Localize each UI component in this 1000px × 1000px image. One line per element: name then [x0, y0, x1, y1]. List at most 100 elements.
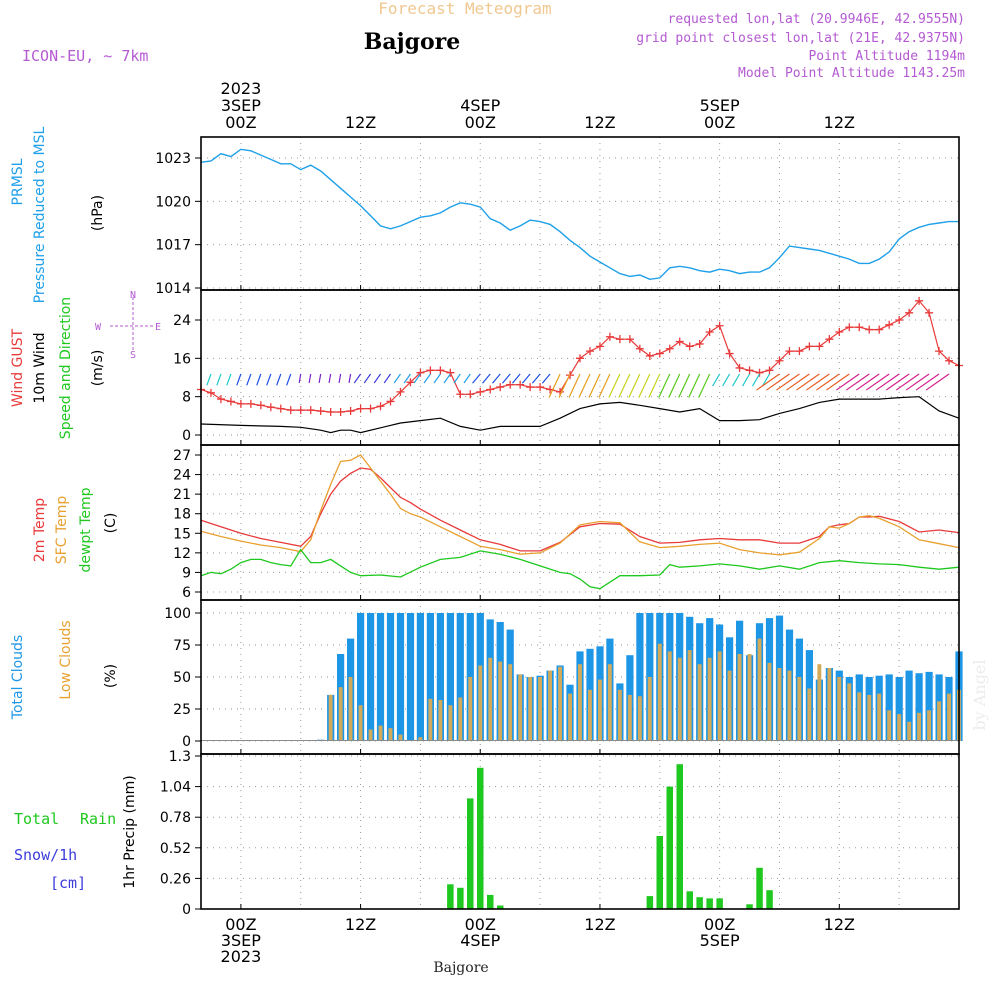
gust-point-marker [695, 339, 704, 348]
compass-s: S [130, 350, 136, 361]
gust-point-marker [765, 366, 774, 375]
gust-point-marker [286, 406, 295, 415]
low-clouds-bar [458, 697, 463, 741]
pressure-series-line [200, 148, 959, 281]
gust-point-marker [206, 388, 215, 397]
wind-direction-arrow [443, 373, 451, 384]
time-label-top: 3SEP [221, 96, 261, 115]
pressure-ytick-label: 1017 [155, 238, 191, 254]
temp2m-label: 2m Temp [32, 498, 48, 562]
gust-point-marker [615, 335, 624, 344]
low-clouds-bar [897, 714, 902, 741]
wind-direction-arrow [638, 373, 651, 398]
gust-point-marker [775, 356, 784, 365]
low-clouds-bar [368, 729, 373, 741]
gust-point-marker [486, 385, 495, 394]
precip-panel-labels: Total Rain Snow/1h [cm] 1hr Precip (mm) [14, 775, 138, 892]
wind-direction-arrow [618, 373, 631, 398]
low-clouds-bar [647, 677, 652, 741]
rain-bar [686, 891, 693, 909]
rain-bar [467, 798, 474, 909]
rain-bar [706, 898, 713, 909]
wind-direction-arrow [712, 373, 721, 387]
wind-direction-arrow [541, 373, 551, 384]
low-clouds-bar [737, 654, 742, 741]
watermark: by Angel [970, 659, 989, 730]
gust-point-marker [326, 408, 335, 416]
temperature-ytick-label: 15 [173, 526, 191, 542]
low-clouds-bar [687, 650, 692, 741]
rain-bar [497, 905, 504, 909]
low-clouds-bar [857, 692, 862, 741]
gust-point-marker [526, 383, 535, 392]
low-clouds-bar [907, 721, 912, 741]
gust-point-marker [366, 404, 375, 413]
wind-direction-arrow [383, 373, 391, 384]
gust-label: Wind GUST [10, 328, 26, 407]
wind-direction-arrow [308, 373, 312, 383]
wind-direction-arrow [338, 373, 342, 383]
low-clouds-bar [757, 638, 762, 741]
rain-label: Rain [80, 810, 116, 828]
pressure-ytick-label: 1020 [155, 194, 191, 210]
clouds-ytick-label: 0 [182, 734, 191, 750]
wind-direction-arrow [246, 373, 252, 386]
low-clouds-bar [877, 693, 882, 741]
gust-point-marker [895, 316, 904, 324]
gust-point-marker [376, 402, 385, 411]
low-clouds-bar [518, 674, 523, 741]
location-title: Bajgore [364, 29, 460, 55]
gust-point-marker [875, 325, 884, 334]
low-clouds-bar [418, 737, 423, 741]
gust-point-marker [945, 356, 954, 365]
compass-n: N [130, 290, 136, 301]
wind-direction-arrow [502, 373, 511, 384]
wind-direction-arrow [206, 373, 212, 386]
sfc-temp-label: SFC Temp [54, 496, 70, 565]
low-clouds-bar [598, 679, 602, 741]
wind-direction-arrow [905, 373, 930, 391]
gust-point-marker [885, 320, 894, 329]
rain-bar [487, 894, 494, 909]
pressure-label-short: PRMSL [10, 158, 26, 205]
precip-ytick-label: 0.52 [160, 841, 191, 857]
low-clouds-bar [388, 728, 393, 741]
wind-direction-arrow [865, 373, 890, 391]
gust-point-marker [735, 363, 744, 372]
wind-panel-labels: Wind GUST 10m Wind Speed and Direction (… [10, 290, 161, 439]
rain-bar [666, 786, 673, 909]
pressure-unit: (hPa) [90, 195, 106, 231]
low-clouds-bar [927, 710, 931, 741]
gust-point-marker [466, 390, 475, 399]
dewpt-label: dewpt Temp [78, 487, 94, 572]
gust-point-marker [785, 347, 794, 356]
sfc-temp-series-line [200, 454, 960, 556]
gust-point-marker [635, 344, 644, 353]
gust-point-marker [346, 407, 355, 416]
gust-point-marker [675, 337, 684, 346]
low-clouds-bar [568, 693, 572, 741]
clouds-panel-labels: Total Clouds Low Clouds (%) [10, 620, 119, 720]
pressure-panel-labels: PRMSL Pressure Reduced to MSL (hPa) [10, 126, 106, 303]
gust-point-marker [476, 387, 485, 396]
low-clouds-bar [498, 661, 503, 741]
gust-point-marker [665, 344, 674, 353]
time-label-top: 12Z [584, 113, 615, 132]
pressure-frame [200, 136, 960, 291]
time-label-bottom: 00Z [225, 915, 256, 934]
time-label-bottom: 3SEP [221, 931, 261, 950]
time-label-top: 00Z [704, 113, 735, 132]
time-label-top: 12Z [345, 113, 376, 132]
gust-point-marker [595, 342, 604, 351]
wind-ytick-label: 16 [173, 351, 191, 367]
temperature-panel: 6 9 12 15 18 21 24 27 [173, 445, 960, 601]
gust-point-marker [625, 335, 634, 344]
compass-w: W [95, 322, 102, 333]
time-label-bottom: 12Z [584, 915, 615, 934]
time-label-bottom: 12Z [345, 915, 376, 934]
low-clouds-bar [548, 670, 552, 741]
low-clouds-bar [637, 696, 642, 741]
product-title: Forecast Meteogram [378, 0, 551, 18]
gust-point-marker [256, 401, 265, 410]
precip-ytick-label: 1.04 [160, 780, 191, 796]
